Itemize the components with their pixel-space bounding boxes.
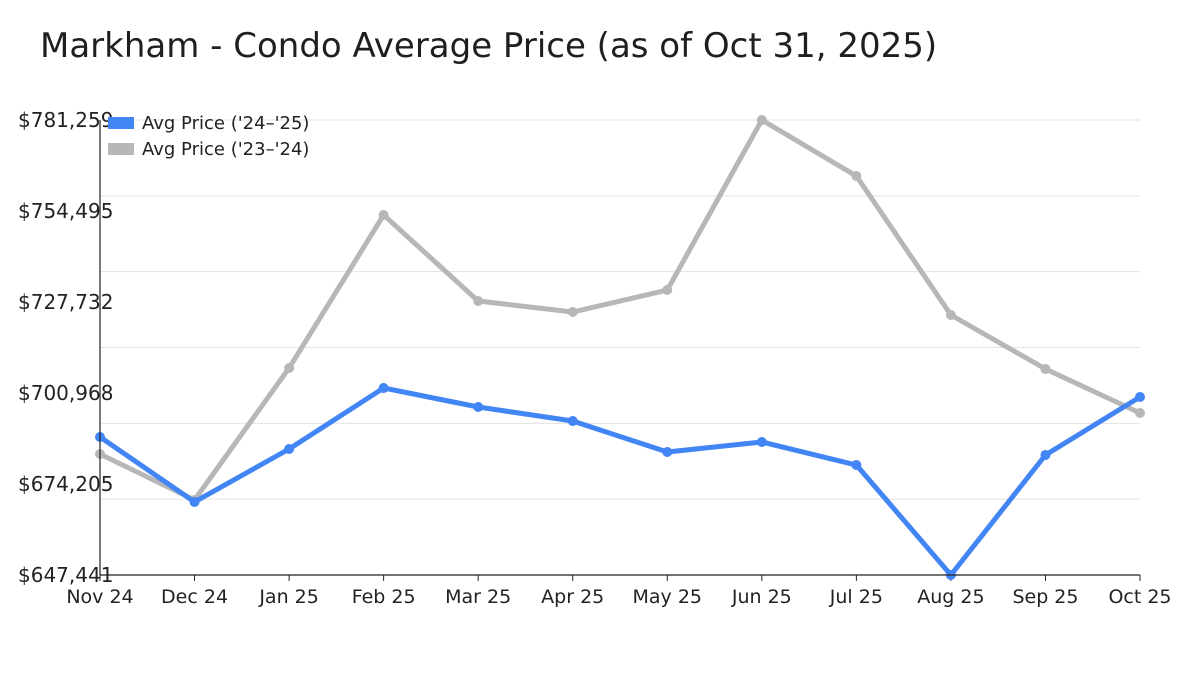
y-tick-label: $647,441 — [18, 563, 113, 587]
series-group — [95, 115, 1145, 580]
data-point[interactable] — [756, 436, 767, 447]
x-tick-label: Nov 24 — [66, 586, 133, 608]
x-tick-label: Jan 25 — [258, 586, 319, 608]
x-tick-label: Jul 25 — [829, 586, 883, 608]
x-tick-label: Apr 25 — [541, 586, 604, 608]
x-tick-label: Oct 25 — [1108, 586, 1171, 608]
x-tick-label: Sep 25 — [1012, 586, 1078, 608]
data-point[interactable] — [851, 460, 862, 471]
y-axis-ticks: $647,441 $674,205 $700,968 $727,732 $754,495… — [18, 108, 113, 587]
data-point[interactable] — [473, 295, 484, 306]
legend-label: Avg Price ('24–'25) — [142, 113, 309, 134]
data-point[interactable] — [1040, 450, 1051, 461]
data-point[interactable] — [1040, 363, 1051, 374]
x-axis-ticks: Nov 24 Dec 24 Jan 25 Feb 25 Mar 25 Apr 25 May … — [66, 575, 1172, 608]
data-point[interactable] — [1135, 392, 1145, 403]
data-point[interactable] — [567, 416, 578, 427]
x-tick-label: Jun 25 — [731, 586, 792, 608]
data-point[interactable] — [284, 443, 295, 454]
data-point[interactable] — [473, 402, 484, 413]
chart-title: Markham - Condo Average Price (as of Oct… — [40, 26, 938, 66]
data-point[interactable] — [1135, 407, 1145, 418]
series-line-1 — [97, 117, 1143, 503]
data-point[interactable] — [284, 363, 295, 374]
legend-label: Avg Price ('23–'24) — [142, 139, 309, 160]
y-tick-label: $781,259 — [18, 108, 113, 132]
data-point[interactable] — [851, 170, 862, 181]
y-tick-label: $674,205 — [18, 472, 113, 496]
x-tick-label: May 25 — [633, 586, 703, 608]
series-line-0 — [97, 385, 1143, 578]
data-point[interactable] — [567, 307, 578, 318]
x-tick-label: Dec 24 — [161, 586, 228, 608]
x-tick-label: Mar 25 — [445, 586, 511, 608]
data-point[interactable] — [378, 382, 389, 393]
data-point[interactable] — [945, 309, 956, 320]
y-tick-label: $700,968 — [18, 381, 113, 405]
gridlines — [100, 119, 1140, 500]
data-point[interactable] — [378, 209, 389, 220]
x-tick-label: Aug 25 — [917, 586, 984, 608]
legend-swatch — [108, 117, 134, 129]
y-tick-label: $727,732 — [18, 290, 113, 314]
data-point[interactable] — [756, 115, 767, 125]
data-point[interactable] — [662, 285, 673, 296]
legend-swatch — [108, 143, 134, 155]
legend: Avg Price ('24–'25) Avg Price ('23–'24) — [108, 113, 309, 160]
y-tick-label: $754,495 — [18, 199, 113, 223]
data-point[interactable] — [662, 446, 673, 457]
data-point[interactable] — [189, 496, 200, 507]
x-tick-label: Feb 25 — [352, 586, 416, 608]
